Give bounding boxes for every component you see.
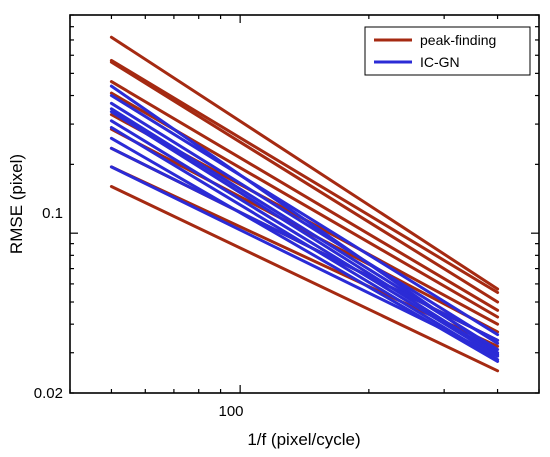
peak-finding-series-line xyxy=(109,58,500,294)
series-layer xyxy=(109,35,500,373)
ic-gn-series-line xyxy=(109,101,500,345)
peak-finding-series-line xyxy=(109,80,500,312)
peak-finding-series-line xyxy=(109,60,500,304)
legend: peak-finding IC-GN xyxy=(364,26,531,76)
legend-label-ic-gn: IC-GN xyxy=(420,54,460,70)
ic-gn-series-line xyxy=(109,107,500,351)
y-tick-label: 0.02 xyxy=(34,385,63,402)
axis-ticks xyxy=(69,14,540,394)
legend-label-peak-finding: peak-finding xyxy=(420,32,496,48)
legend-box xyxy=(364,26,531,76)
y-axis-title: RMSE (pixel) xyxy=(7,154,26,254)
x-tick-label: 100 xyxy=(218,403,243,420)
ic-gn-series-line xyxy=(109,110,500,356)
ic-gn-series-line xyxy=(109,119,500,358)
plot-frame xyxy=(69,14,540,394)
peak-finding-series-line xyxy=(109,185,500,373)
ic-gn-series-line xyxy=(109,146,500,342)
ic-gn-series-line xyxy=(109,94,500,337)
x-axis-title: 1/f (pixel/cycle) xyxy=(247,430,360,449)
y-tick-label: 0.1 xyxy=(42,205,63,222)
ic-gn-series-line xyxy=(109,165,500,358)
peak-finding-series-line xyxy=(109,35,500,291)
